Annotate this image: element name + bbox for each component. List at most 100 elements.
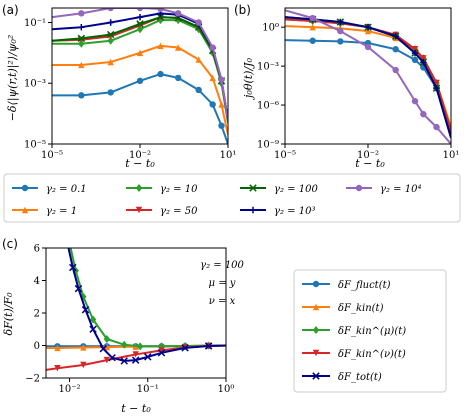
- y-tick-label: 10⁻¹: [24, 18, 46, 29]
- data-point-10: [78, 39, 85, 48]
- legend-label: δF_kin^(ν)(t): [338, 349, 406, 360]
- data-point-1: [195, 56, 202, 63]
- x-tick-label: 10⁰: [218, 384, 235, 395]
- panel-c: 10⁻² 10⁻¹ 10⁰ −2 0 2 4 6: [25, 244, 235, 396]
- data-point-10: [309, 14, 316, 22]
- data-point-10: [411, 97, 419, 105]
- plot-area: [52, 8, 228, 144]
- data-point-f-kin-t: [54, 344, 61, 352]
- legend-marker: [355, 184, 363, 192]
- y-tick-label: 10⁻³: [24, 79, 46, 90]
- panel-b: 10⁻⁵ 10⁻² 10¹ 10⁻⁹ 10⁻⁶ 10⁻³ 10⁰: [257, 7, 460, 161]
- y-tick-label: 10⁻⁹: [257, 140, 279, 151]
- data-point-10: [174, 10, 182, 17]
- data-point-0-1: [337, 38, 344, 45]
- x-tick-label: 10¹: [220, 150, 237, 161]
- data-point-1: [157, 42, 164, 50]
- data-point-f-tot-t: [108, 353, 116, 362]
- data-point-0-1: [209, 101, 216, 108]
- data-point-f-tot-t: [120, 357, 128, 365]
- x-tick-label: 10¹: [443, 150, 460, 161]
- x-axis-label-b: t − t₀: [355, 157, 385, 170]
- data-point-10: [136, 8, 144, 12]
- data-point-1: [209, 74, 216, 82]
- panel-label-c: (c): [2, 237, 18, 251]
- data-point-10: [392, 66, 399, 74]
- legend-gamma: γ₂ = 0.1 γ₂ = 10 γ₂ = 100 γ₂ = 10⁴ γ₂ = 1 γ₂ …: [3, 173, 461, 223]
- data-point-0-1: [218, 122, 225, 129]
- data-point-0-1: [309, 37, 316, 44]
- data-point-0-1: [392, 46, 399, 53]
- annotation-mu: μ = y: [209, 278, 236, 289]
- data-point-10: [337, 18, 344, 26]
- series-line-f-tot-t: [67, 248, 226, 362]
- legend-label: δF_kin^(μ)(t): [338, 326, 406, 337]
- data-point-1: [309, 23, 316, 31]
- x-tick-label: 10⁻²: [59, 384, 81, 395]
- data-point-0-1: [195, 86, 202, 94]
- data-point-f-tot-t: [144, 353, 152, 361]
- legend-frame: [3, 173, 461, 223]
- data-point-10: [433, 84, 440, 92]
- y-tick-label: 10⁻³: [257, 62, 279, 73]
- legend-frame: [293, 269, 447, 393]
- data-point-10: [136, 13, 144, 21]
- data-point-1: [174, 44, 182, 51]
- legend-label: γ₂ = 1: [46, 206, 77, 217]
- legend-label: γ₂ = 0.1: [46, 184, 87, 195]
- series-line-10: [52, 8, 228, 121]
- legend-marker: [312, 280, 320, 288]
- data-point-10: [209, 44, 216, 51]
- legend-label: γ₂ = 50: [160, 206, 198, 217]
- y-axis-label-b: j₀θ(t)/J₀: [242, 57, 255, 101]
- y-axis-label-a: −δ⟨|ψ(r,t)|²⟩/ψ₀²: [6, 35, 20, 122]
- data-point-10: [392, 33, 399, 40]
- x-tick-label: 10⁻⁵: [274, 150, 296, 161]
- legend-marker: [21, 184, 29, 192]
- annotation-gamma: γ₂ = 100: [200, 260, 244, 271]
- data-point-f-kin-t: [158, 347, 165, 354]
- data-point-100: [136, 20, 144, 28]
- data-point-0-1: [411, 56, 419, 64]
- data-point-10: [107, 8, 114, 12]
- data-point-50: [433, 79, 440, 87]
- y-tick-label: 10⁻⁶: [257, 101, 279, 112]
- data-point-f-tot-t: [99, 345, 108, 353]
- data-point-10: [337, 27, 344, 35]
- panel-label-a: (a): [2, 3, 19, 17]
- data-point-10: [218, 76, 225, 83]
- data-point-10: [364, 43, 372, 51]
- data-point-f-kin-t: [121, 340, 128, 349]
- legend-label: γ₂ = 10: [160, 184, 198, 195]
- panel-a: 10⁻⁵ 10⁻² 10¹ 10⁻⁵ 10⁻³ 10⁻¹: [24, 7, 237, 161]
- data-point-f-kin-t: [80, 292, 87, 301]
- x-axis-label-c: t − t₀: [121, 402, 151, 415]
- data-point-10: [78, 10, 85, 17]
- x-tick-label: 10⁻¹: [137, 384, 159, 395]
- legend-marker: [249, 206, 257, 214]
- data-point-f-kin-t: [136, 342, 144, 351]
- data-point-f-kin-t: [80, 344, 87, 351]
- data-point-10: [364, 23, 372, 31]
- x-tick-label: 10⁻²: [129, 150, 151, 161]
- data-point-f-kin-t: [80, 361, 87, 369]
- data-point-50: [420, 55, 427, 62]
- legend-free-energy: δF_fluct(t) δF_kin(t) δF_kin^(μ)(t) δF_kin^…: [293, 269, 447, 393]
- data-point-1: [107, 58, 114, 66]
- y-tick-label: −2: [25, 374, 40, 385]
- legend-marker: [249, 184, 257, 192]
- data-point-100: [77, 34, 86, 43]
- data-point-f-kin-t: [103, 335, 111, 343]
- legend-marker: [312, 372, 320, 380]
- data-point-f-tot-t: [89, 325, 97, 333]
- data-point-f-tot-t: [204, 342, 213, 350]
- data-point-50: [411, 46, 419, 53]
- legend-label: γ₂ = 10³: [274, 206, 315, 217]
- y-axis-label-c: δF(t)/F₀: [2, 292, 15, 336]
- data-point-f-tot-t: [81, 306, 90, 314]
- plot-area: [46, 248, 226, 372]
- series-line-1: [52, 44, 228, 136]
- data-point-10: [157, 8, 164, 13]
- data-point-10: [107, 19, 114, 26]
